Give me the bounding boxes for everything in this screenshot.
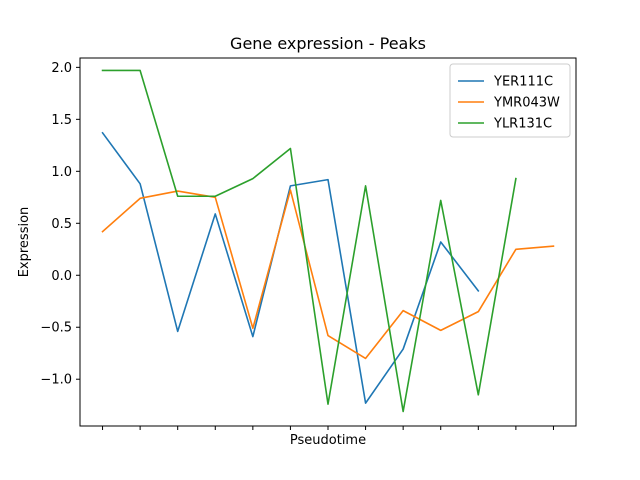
legend-label: YMR043W	[493, 96, 560, 111]
y-tick-label: 0.5	[51, 217, 72, 232]
series-line-yer111c	[101, 131, 480, 404]
y-tick-label: 0.0	[51, 269, 72, 284]
legend-label: YER111C	[493, 75, 553, 90]
series-line-ylr131c	[101, 69, 517, 413]
y-tick-label: 1.5	[51, 113, 72, 128]
legend: YER111C YMR043W YLR131C	[449, 63, 571, 138]
x-axis	[102, 426, 554, 430]
legend-box	[449, 63, 571, 138]
y-axis: −1.0 −0.5 0.0 0.5 1.0 1.5 2.0	[40, 61, 80, 388]
y-tick-label: −1.0	[40, 373, 72, 388]
x-axis-label: Pseudotime	[290, 433, 366, 448]
y-tick-label: 1.0	[51, 165, 72, 180]
y-tick-label: −0.5	[40, 321, 72, 336]
series-line-ymr043w	[101, 189, 555, 360]
plot-layer	[101, 69, 555, 413]
chart-title: Gene expression - Peaks	[230, 34, 426, 53]
y-axis-label: Expression	[17, 207, 32, 278]
y-tick-label: 2.0	[51, 61, 72, 76]
legend-label: YLR131C	[493, 117, 552, 132]
